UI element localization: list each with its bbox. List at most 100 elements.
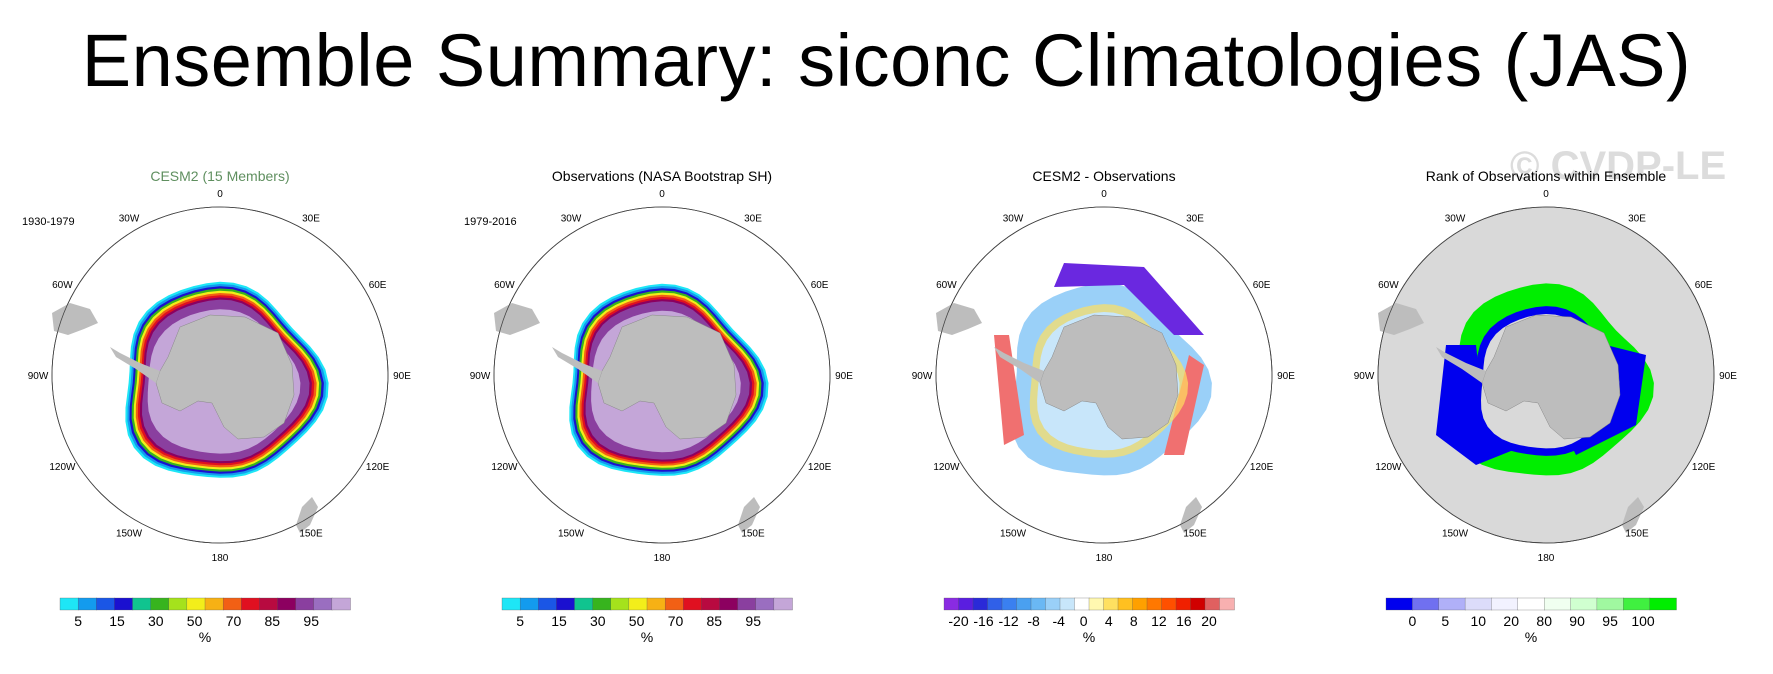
panel-rank: Rank of Observations within Ensemble 0 30… xyxy=(1326,160,1766,660)
colorbar-swatch xyxy=(556,597,576,611)
longitude-label: 90E xyxy=(835,371,853,382)
colorbar-tick: 70 xyxy=(226,613,242,629)
negative-region xyxy=(1054,263,1204,335)
colorbar-swatch xyxy=(1059,597,1076,611)
longitude-label: 150E xyxy=(741,529,765,540)
new-zealand-landmass xyxy=(296,497,318,533)
colorbar-swatch xyxy=(295,597,315,611)
colorbar-swatch xyxy=(1649,597,1677,611)
colorbar-swatch xyxy=(186,597,206,611)
colorbar-swatch xyxy=(1517,597,1545,611)
colorbar-tick: -12 xyxy=(998,613,1018,629)
longitude-label: 90W xyxy=(912,371,933,382)
longitude-label: 120E xyxy=(1250,462,1274,473)
colorbar-tick: 50 xyxy=(629,613,645,629)
colorbar-swatch xyxy=(773,597,793,611)
colorbar-tick: 80 xyxy=(1536,613,1552,629)
colorbar-tick: 0 xyxy=(1409,613,1417,629)
antarctic-peninsula xyxy=(994,347,1044,383)
longitude-label: 180 xyxy=(212,553,229,564)
antarctic-peninsula xyxy=(1436,347,1486,383)
colorbar-tick: 10 xyxy=(1471,613,1487,629)
panel-observations: Observations (NASA Bootstrap SH) 1979-20… xyxy=(442,160,882,660)
longitude-label: 60E xyxy=(1253,280,1271,291)
colorbar-swatch xyxy=(1190,597,1206,611)
longitude-label: 0 xyxy=(217,189,223,200)
longitude-label: 60W xyxy=(936,280,957,291)
longitude-label: 150E xyxy=(1625,529,1649,540)
colorbar-tick: 30 xyxy=(590,613,606,629)
polar-map: 0 30E 60E 90E 120E 150E 180 150W 120W 90W 60W 30W xyxy=(28,189,412,564)
colorbar-swatch xyxy=(1204,597,1221,611)
map-outline xyxy=(935,206,1273,544)
colorbar-swatch xyxy=(1544,597,1572,611)
longitude-label: 90E xyxy=(1277,371,1295,382)
colorbar-swatch xyxy=(1464,597,1493,611)
colorbar-swatch xyxy=(168,597,188,611)
colorbar-tick: -20 xyxy=(948,613,968,629)
map-outline xyxy=(51,206,389,544)
longitude-label: 120W xyxy=(933,462,960,473)
longitude-label: 60E xyxy=(1695,280,1713,291)
colorbar-tick: 95 xyxy=(745,613,761,629)
colorbar-swatch xyxy=(204,597,224,611)
longitude-label: 120W xyxy=(49,462,76,473)
panel-difference: CESM2 - Observations 0 30E 60E 90E 120E 150E 1… xyxy=(884,160,1324,660)
colorbar-swatch xyxy=(1030,597,1047,611)
longitude-label: 60W xyxy=(1378,280,1399,291)
colorbar: -20 -16 -12 -8 -4 0 4 8 12 16 20% xyxy=(943,597,1235,645)
colorbar-swatch xyxy=(1103,597,1119,611)
colorbar-tick: 70 xyxy=(668,613,684,629)
colorbar-tick: 85 xyxy=(265,613,281,629)
colorbar-swatch xyxy=(1088,597,1105,611)
colorbar-tick: -4 xyxy=(1052,613,1065,629)
longitude-label: 30E xyxy=(1628,213,1646,224)
colorbar-tick: 15 xyxy=(551,613,567,629)
colorbar-swatch xyxy=(737,597,757,611)
polar-map: 0 30E 60E 90E 120E 150E 180 150W 120W 90W 60W 30W xyxy=(912,189,1296,564)
colorbar-tick: 12 xyxy=(1151,613,1167,629)
new-zealand-landmass xyxy=(1180,497,1202,533)
positive-region xyxy=(1164,355,1204,455)
longitude-label: 30W xyxy=(119,213,140,224)
colorbar: 5 15 30 50 70 85 95% xyxy=(59,597,351,645)
longitude-label: 30E xyxy=(1186,213,1204,224)
map-outline xyxy=(493,206,831,544)
longitude-label: 120E xyxy=(808,462,832,473)
colorbar-swatch xyxy=(972,597,989,611)
colorbar-swatch xyxy=(1385,597,1414,611)
colorbar-swatch xyxy=(132,597,152,611)
longitude-label: 30E xyxy=(302,213,320,224)
colorbar-swatch xyxy=(1117,597,1134,611)
colorbar-swatch xyxy=(1016,597,1032,611)
antarctic-peninsula xyxy=(110,347,160,383)
longitude-label: 30W xyxy=(1445,213,1466,224)
longitude-label: 90W xyxy=(1354,371,1375,382)
colorbar-swatch xyxy=(222,597,242,611)
colorbar-tick: 5 xyxy=(516,613,524,629)
panel-cesm2: CESM2 (15 Members) 1930-1979 0 30E 60E 90E 1… xyxy=(0,160,440,660)
antarctica-landmass xyxy=(1039,314,1179,440)
longitude-label: 120E xyxy=(1692,462,1716,473)
colorbar-swatch xyxy=(701,597,721,611)
colorbar-swatch xyxy=(610,597,630,611)
colorbar-swatch xyxy=(592,597,612,611)
period-label: 1930-1979 xyxy=(22,216,75,228)
colorbar-swatch xyxy=(1596,597,1624,611)
longitude-label: 150W xyxy=(1442,529,1469,540)
longitude-label: 150E xyxy=(299,529,323,540)
colorbar-swatch xyxy=(59,597,79,611)
longitude-label: 60E xyxy=(811,280,829,291)
colorbar-tick: 50 xyxy=(187,613,203,629)
colorbar-tick: 4 xyxy=(1105,613,1113,629)
longitude-label: 90E xyxy=(393,371,411,382)
new-zealand-landmass xyxy=(738,497,760,533)
watermark: © CVDP-LE xyxy=(1510,144,1727,188)
longitude-label: 180 xyxy=(654,553,671,564)
colorbar-swatch xyxy=(1219,597,1235,611)
colorbar-unit: % xyxy=(1525,629,1537,645)
colorbar-swatch xyxy=(1132,597,1148,611)
longitude-label: 180 xyxy=(1538,553,1555,564)
colorbar-unit: % xyxy=(641,629,653,645)
colorbar-swatch xyxy=(1175,597,1192,611)
